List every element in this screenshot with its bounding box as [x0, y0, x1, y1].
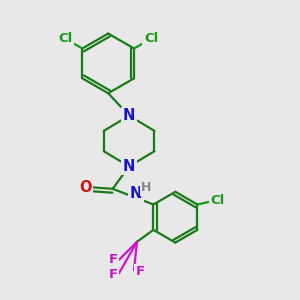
Text: N: N	[123, 159, 135, 174]
Text: H: H	[141, 182, 152, 194]
Text: Cl: Cl	[144, 32, 158, 45]
Text: O: O	[79, 180, 92, 195]
Text: F: F	[109, 268, 118, 281]
Text: F: F	[109, 253, 118, 266]
Text: N: N	[123, 108, 135, 123]
Text: F: F	[135, 265, 145, 278]
Text: Cl: Cl	[58, 32, 72, 45]
Text: N: N	[130, 186, 142, 201]
Text: Cl: Cl	[211, 194, 225, 207]
